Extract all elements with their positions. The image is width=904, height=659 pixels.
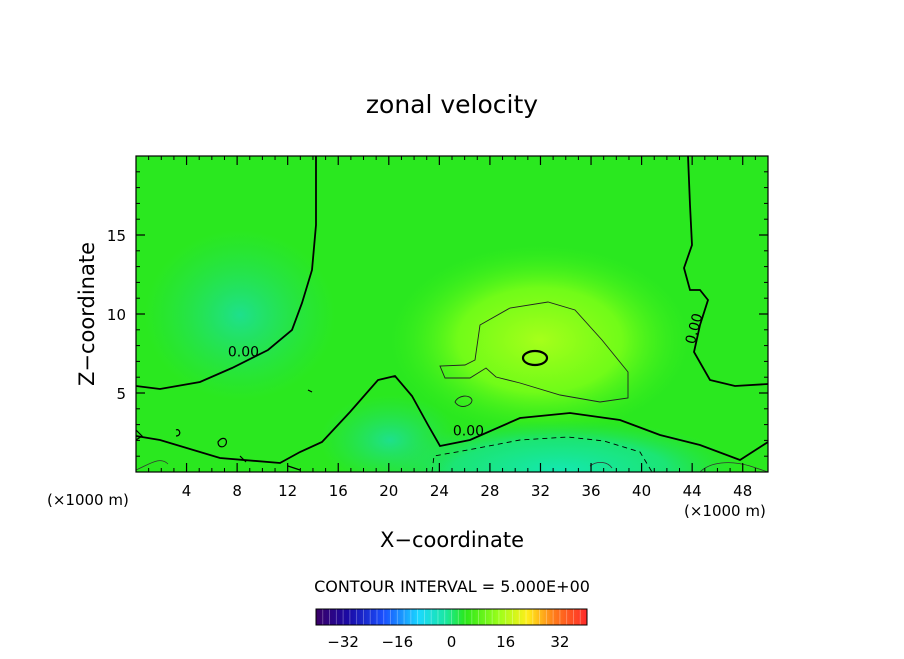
colorbar: −32 −16 0 16 32 — [315, 608, 588, 651]
contour-negative-dashed — [431, 436, 653, 472]
contour-zero-bottom — [136, 374, 768, 464]
colorbar-tick-label: −32 — [327, 633, 359, 651]
contour-zero-left — [136, 156, 317, 390]
colorbar-tick-label: 16 — [496, 633, 515, 651]
x-tick-label: 28 — [480, 482, 499, 500]
contour-label: 0.00 — [453, 424, 484, 440]
x-tick-label: 36 — [581, 482, 600, 500]
x-tick-label: 24 — [430, 482, 449, 500]
field-region-yellow — [390, 245, 690, 435]
x-tick-label: 48 — [733, 482, 752, 500]
y-tick-label: 15 — [107, 227, 126, 245]
colorbar-stripes — [315, 609, 588, 625]
x-unit-right: (×1000 m) — [684, 502, 766, 520]
colorbar-tick-label: −16 — [381, 633, 413, 651]
y-axis-label: Z−coordinate — [75, 242, 99, 386]
x-axis-label: X−coordinate — [380, 528, 524, 552]
y-tick-label: 5 — [116, 385, 126, 403]
x-tick-label: 12 — [278, 482, 297, 500]
chart-title: zonal velocity — [366, 90, 538, 119]
contour-positive-thin — [439, 301, 629, 403]
contour-closed-max — [521, 349, 549, 367]
contour-label: 0.00 — [228, 345, 259, 361]
field-region-teal-lowmid — [320, 395, 460, 472]
x-axis: 4 8 12 16 20 24 28 32 36 40 44 48 — [148, 156, 756, 500]
contour-zero-right — [683, 156, 768, 387]
colorbar-tick-label: 32 — [550, 633, 569, 651]
contour-positive-small — [454, 395, 473, 407]
contour-interval-text: CONTOUR INTERVAL = 5.000E+00 — [314, 577, 590, 596]
x-tick-label: 44 — [683, 482, 702, 500]
colorbar-frame — [315, 608, 588, 626]
x-tick-label: 40 — [632, 482, 651, 500]
field-region-teal-left — [145, 230, 335, 400]
contour-lower-left-thin — [136, 460, 169, 471]
contour-lower-right-thin — [589, 462, 768, 472]
x-tick-label: 16 — [329, 482, 348, 500]
y-tick-label: 10 — [107, 306, 126, 324]
contour-label: 0.00 — [683, 312, 707, 346]
colorbar-tick-label: 0 — [447, 633, 457, 651]
x-tick-label: 20 — [379, 482, 398, 500]
contour-labels: 0.00 0.00 0.00 — [228, 312, 707, 440]
field-region-cyan-bottom — [380, 420, 740, 472]
x-tick-label: 32 — [531, 482, 550, 500]
colorbar-gradient — [316, 609, 587, 625]
x-unit-left: (×1000 m) — [47, 491, 129, 509]
x-tick-label: 8 — [232, 482, 242, 500]
colorbar-ticks: −32 −16 0 16 32 — [327, 633, 569, 651]
y-axis: 5 10 15 — [107, 171, 768, 457]
x-tick-label: 4 — [182, 482, 192, 500]
velocity-field — [136, 156, 768, 472]
contour-small-blobs — [136, 389, 313, 471]
